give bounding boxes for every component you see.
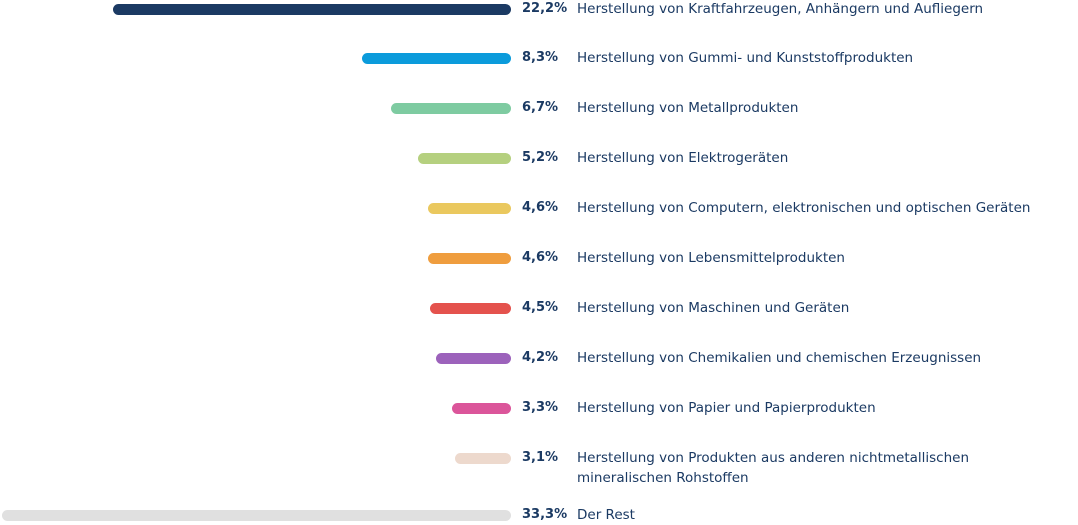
category-label-9: Herstellung von Papier und Papierprodukt…	[577, 400, 876, 416]
bar-2	[362, 52, 511, 64]
category-label-2: Herstellung von Gummi- und Kunststoffpro…	[577, 50, 914, 66]
category-label-10: Herstellung von Produkten aus anderen ni…	[577, 450, 970, 486]
value-label-6: 4,6%	[522, 250, 559, 265]
bar-9	[451, 402, 511, 414]
category-label-4: Herstellung von Elektrogeräten	[577, 150, 789, 166]
bar-5	[428, 202, 511, 214]
value-label-9: 3,3%	[522, 400, 559, 415]
bar-6	[428, 252, 511, 264]
bar-3	[390, 102, 511, 114]
bar-1	[112, 3, 511, 15]
value-label-10: 3,1%	[522, 450, 559, 465]
category-label-1: Herstellung von Kraftfahrzeugen, Anhänge…	[577, 1, 984, 17]
value-label-4: 5,2%	[522, 150, 559, 165]
value-label-3: 6,7%	[522, 100, 559, 115]
category-label-5: Herstellung von Computern, elektronische…	[577, 200, 1031, 216]
category-label-6: Herstellung von Lebensmittelprodukten	[577, 250, 845, 266]
bar-4	[417, 152, 511, 164]
value-label-2: 8,3%	[522, 50, 559, 65]
category-label-7: Herstellung von Maschinen und Geräten	[577, 300, 850, 316]
bar-11	[2, 509, 511, 521]
value-label-11: 33,3%	[522, 507, 568, 522]
category-label-11: Der Rest	[577, 507, 635, 523]
value-label-8: 4,2%	[522, 350, 559, 365]
bar-8	[435, 352, 511, 364]
category-label-8: Herstellung von Chemikalien und chemisch…	[577, 350, 982, 366]
category-label-3: Herstellung von Metallprodukten	[577, 100, 799, 116]
value-label-1: 22,2%	[522, 1, 568, 16]
value-label-7: 4,5%	[522, 300, 559, 315]
value-label-5: 4,6%	[522, 200, 559, 215]
bar-7	[430, 302, 511, 314]
bar-10	[455, 452, 511, 464]
